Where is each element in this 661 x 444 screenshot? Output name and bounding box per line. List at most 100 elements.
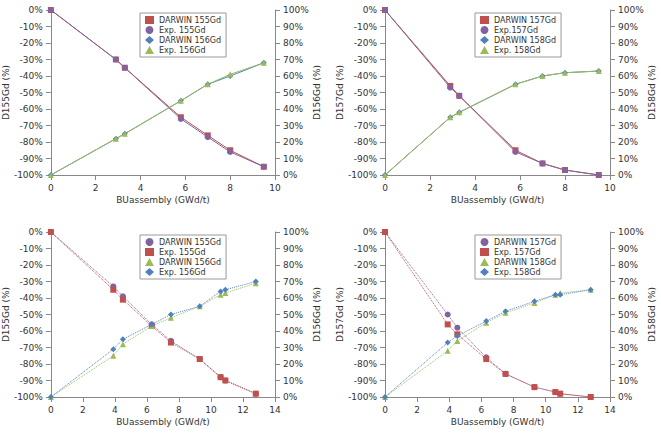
svg-text:-50%: -50% — [20, 310, 44, 320]
svg-text:80%: 80% — [618, 38, 638, 48]
svg-text:2: 2 — [93, 183, 99, 193]
svg-text:Exp. 156Gd: Exp. 156Gd — [159, 268, 206, 277]
svg-text:-50%: -50% — [20, 88, 44, 98]
svg-text:4: 4 — [446, 405, 452, 415]
svg-text:2: 2 — [427, 183, 433, 193]
svg-text:100%: 100% — [618, 227, 644, 237]
svg-text:20%: 20% — [283, 359, 303, 369]
svg-text:90%: 90% — [618, 244, 638, 254]
svg-text:-100%: -100% — [348, 170, 377, 180]
svg-text:80%: 80% — [283, 38, 303, 48]
svg-text:-20%: -20% — [354, 260, 378, 270]
svg-text:-70%: -70% — [20, 343, 44, 353]
svg-text:80%: 80% — [618, 260, 638, 270]
svg-text:0%: 0% — [283, 392, 298, 402]
svg-text:-90%: -90% — [354, 376, 378, 386]
svg-text:14: 14 — [269, 405, 281, 415]
svg-text:Exp. 158Gd: Exp. 158Gd — [494, 46, 541, 55]
svg-text:DARWIN 155Gd: DARWIN 155Gd — [159, 16, 221, 25]
svg-text:D155Gd (%): D155Gd (%) — [1, 287, 11, 342]
svg-text:-90%: -90% — [20, 154, 44, 164]
svg-text:100%: 100% — [283, 5, 309, 15]
svg-text:D157Gd (%): D157Gd (%) — [335, 65, 345, 120]
svg-text:10: 10 — [604, 183, 616, 193]
svg-text:50%: 50% — [618, 88, 638, 98]
svg-text:0%: 0% — [618, 170, 633, 180]
svg-text:Exp. 157Gd: Exp. 157Gd — [494, 248, 541, 257]
svg-text:-60%: -60% — [354, 326, 378, 336]
svg-text:-10%: -10% — [20, 244, 44, 254]
svg-text:-90%: -90% — [20, 376, 44, 386]
svg-text:-40%: -40% — [354, 71, 378, 81]
svg-text:D155Gd (%): D155Gd (%) — [1, 65, 11, 120]
svg-text:D157Gd (%): D157Gd (%) — [335, 287, 345, 342]
svg-text:4: 4 — [112, 405, 118, 415]
svg-text:-100%: -100% — [14, 392, 43, 402]
svg-text:BUassembly (GWd/t): BUassembly (GWd/t) — [451, 417, 545, 427]
svg-text:DARWIN 158Gd: DARWIN 158Gd — [494, 258, 556, 267]
svg-text:DARWIN 157Gd: DARWIN 157Gd — [494, 16, 556, 25]
svg-text:10: 10 — [540, 405, 552, 415]
svg-text:60%: 60% — [283, 71, 303, 81]
svg-text:6: 6 — [479, 405, 485, 415]
svg-text:-80%: -80% — [354, 137, 378, 147]
svg-text:10%: 10% — [283, 154, 303, 164]
svg-text:-40%: -40% — [20, 293, 44, 303]
svg-text:-100%: -100% — [14, 170, 43, 180]
svg-text:30%: 30% — [283, 121, 303, 131]
svg-text:10: 10 — [269, 183, 281, 193]
svg-text:BUassembly (GWd/t): BUassembly (GWd/t) — [116, 417, 210, 427]
svg-text:40%: 40% — [283, 104, 303, 114]
svg-text:-70%: -70% — [354, 343, 378, 353]
svg-text:4: 4 — [138, 183, 144, 193]
svg-text:30%: 30% — [618, 343, 638, 353]
svg-text:-30%: -30% — [354, 277, 378, 287]
svg-text:10: 10 — [205, 405, 217, 415]
svg-text:100%: 100% — [618, 5, 644, 15]
svg-text:70%: 70% — [618, 55, 638, 65]
svg-text:2: 2 — [80, 405, 86, 415]
svg-text:0%: 0% — [283, 170, 298, 180]
svg-text:-10%: -10% — [354, 22, 378, 32]
svg-text:-50%: -50% — [354, 88, 378, 98]
svg-text:0: 0 — [382, 405, 388, 415]
svg-text:DARWIN 158Gd: DARWIN 158Gd — [494, 36, 556, 45]
svg-text:30%: 30% — [283, 343, 303, 353]
svg-text:Exp. 156Gd: Exp. 156Gd — [159, 46, 206, 55]
svg-text:D158Gd (%): D158Gd (%) — [647, 65, 657, 120]
svg-text:40%: 40% — [618, 104, 638, 114]
svg-text:-40%: -40% — [354, 293, 378, 303]
svg-text:-10%: -10% — [354, 244, 378, 254]
svg-text:Exp. 155Gd: Exp. 155Gd — [159, 26, 206, 35]
svg-text:12: 12 — [572, 405, 583, 415]
svg-text:DARWIN 156Gd: DARWIN 156Gd — [159, 258, 221, 267]
svg-text:30%: 30% — [618, 121, 638, 131]
svg-text:-90%: -90% — [354, 154, 378, 164]
svg-text:Exp. 158Gd: Exp. 158Gd — [494, 268, 541, 277]
svg-text:0: 0 — [48, 405, 54, 415]
svg-text:8: 8 — [227, 183, 233, 193]
svg-text:-10%: -10% — [20, 22, 44, 32]
svg-text:D156Gd (%): D156Gd (%) — [312, 65, 322, 120]
svg-text:6: 6 — [182, 183, 188, 193]
svg-text:-80%: -80% — [354, 359, 378, 369]
svg-text:6: 6 — [144, 405, 150, 415]
svg-text:50%: 50% — [618, 310, 638, 320]
svg-text:80%: 80% — [283, 260, 303, 270]
svg-text:70%: 70% — [283, 55, 303, 65]
svg-text:70%: 70% — [618, 277, 638, 287]
svg-text:-30%: -30% — [354, 55, 378, 65]
svg-text:90%: 90% — [618, 22, 638, 32]
svg-text:0%: 0% — [363, 5, 378, 15]
svg-text:-70%: -70% — [20, 121, 44, 131]
svg-text:BUassembly (GWd/t): BUassembly (GWd/t) — [116, 195, 210, 205]
svg-text:0%: 0% — [363, 227, 378, 237]
svg-text:-40%: -40% — [20, 71, 44, 81]
svg-text:50%: 50% — [283, 310, 303, 320]
svg-text:DARWIN 157Gd: DARWIN 157Gd — [494, 238, 556, 247]
svg-text:50%: 50% — [283, 88, 303, 98]
svg-text:DARWIN 156Gd: DARWIN 156Gd — [159, 36, 221, 45]
svg-text:-30%: -30% — [20, 277, 44, 287]
svg-text:2: 2 — [414, 405, 420, 415]
svg-text:-50%: -50% — [354, 310, 378, 320]
